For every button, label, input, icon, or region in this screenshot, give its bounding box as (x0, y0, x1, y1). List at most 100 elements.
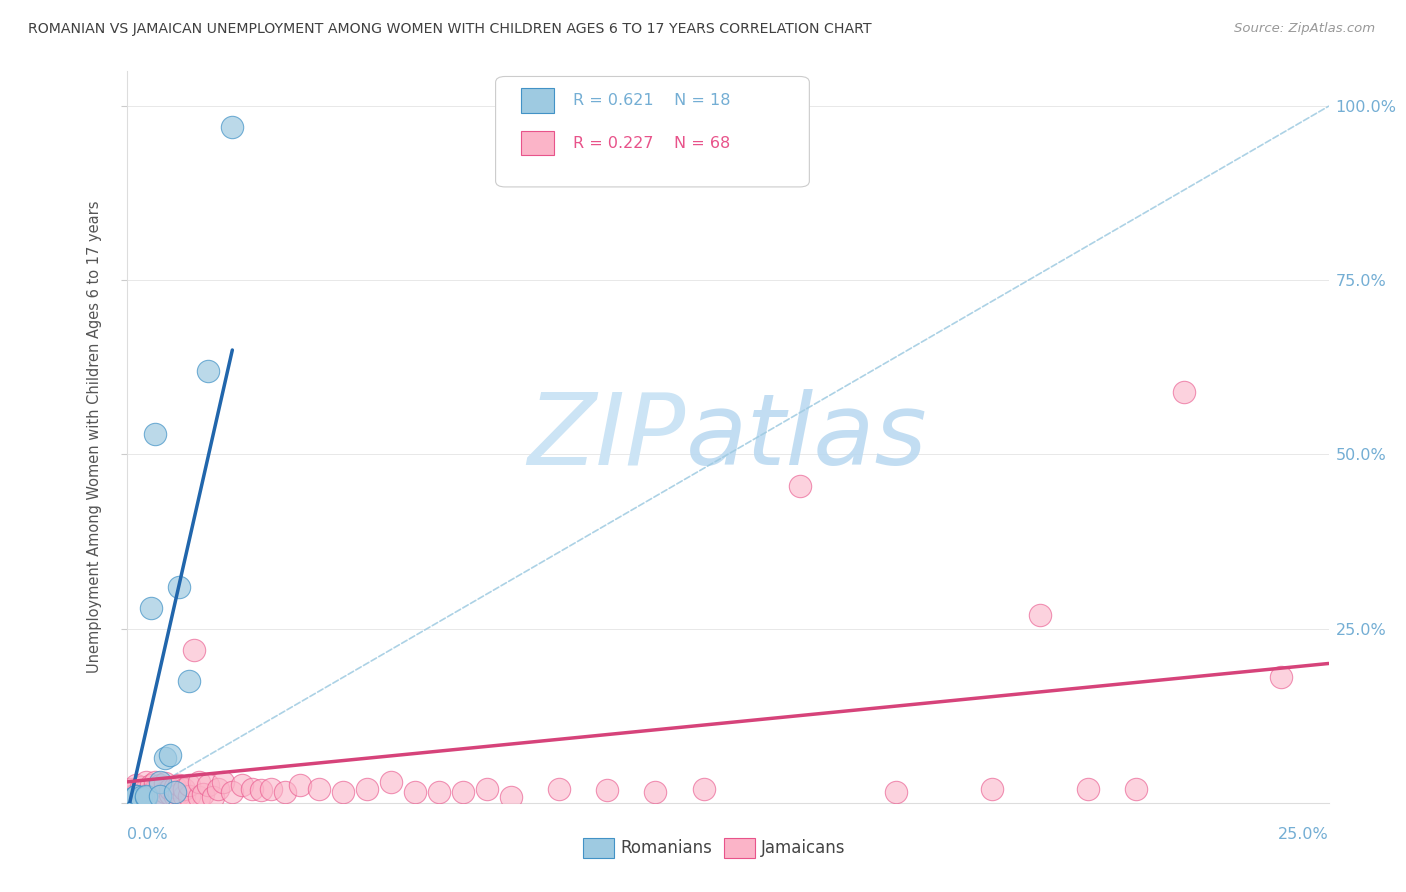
Point (193, 788, 215, 802)
Point (1077, 781, 1099, 796)
Point (145, 783, 167, 797)
Point (1270, 670, 1292, 684)
Point (169, 580, 191, 594)
Point (308, 781, 330, 796)
Point (884, 785, 907, 799)
Point (135, 775, 157, 789)
Point (197, 364, 219, 378)
Text: Source: ZipAtlas.com: Source: ZipAtlas.com (1234, 22, 1375, 36)
Point (125, 788, 148, 802)
Point (260, 781, 283, 796)
Point (149, 778, 172, 792)
Point (129, 790, 152, 805)
Point (177, 789, 200, 803)
Point (177, 673, 200, 688)
Point (169, 778, 191, 792)
Point (240, 781, 263, 796)
Point (145, 789, 167, 803)
Point (981, 781, 1004, 796)
Text: R = 0.227    N = 68: R = 0.227 N = 68 (572, 136, 730, 151)
Point (789, 479, 811, 493)
Point (125, 789, 148, 803)
Point (221, 120, 243, 134)
Point (197, 778, 219, 792)
Text: 0.0%: 0.0% (127, 827, 167, 841)
Point (139, 778, 162, 792)
Point (145, 426, 167, 441)
Point (153, 790, 176, 805)
Point (250, 783, 273, 797)
Point (159, 788, 181, 802)
Text: ZIP: ZIP (527, 389, 686, 485)
Point (644, 785, 666, 799)
Text: ROMANIAN VS JAMAICAN UNEMPLOYMENT AMONG WOMEN WITH CHILDREN AGES 6 TO 17 YEARS C: ROMANIAN VS JAMAICAN UNEMPLOYMENT AMONG … (28, 22, 872, 37)
Point (231, 778, 253, 792)
Point (129, 780, 152, 795)
Text: atlas: atlas (686, 389, 927, 485)
FancyBboxPatch shape (520, 130, 554, 155)
Point (145, 775, 167, 789)
Point (139, 785, 162, 799)
Point (332, 785, 354, 799)
Point (153, 785, 176, 799)
Point (139, 790, 162, 805)
Point (274, 785, 297, 799)
Point (129, 785, 152, 799)
Point (177, 778, 200, 792)
Point (187, 775, 209, 789)
Point (120, 781, 142, 796)
Point (135, 789, 157, 803)
Point (1173, 384, 1195, 399)
FancyBboxPatch shape (520, 88, 554, 113)
Point (149, 789, 172, 803)
Point (173, 789, 195, 803)
Point (125, 778, 148, 792)
Point (211, 775, 233, 789)
Point (207, 781, 229, 796)
Point (159, 781, 181, 796)
Point (404, 785, 426, 799)
Point (202, 790, 225, 805)
Point (120, 789, 142, 803)
Point (380, 775, 402, 789)
Text: Romanians: Romanians (620, 839, 711, 857)
Point (548, 781, 571, 796)
Point (125, 792, 148, 806)
Point (221, 785, 243, 799)
Point (427, 785, 450, 799)
Point (596, 783, 619, 797)
Point (501, 790, 523, 805)
FancyBboxPatch shape (495, 77, 810, 187)
Point (163, 789, 186, 803)
Point (125, 789, 148, 803)
Point (129, 792, 152, 806)
Point (475, 781, 498, 796)
Y-axis label: Unemployment Among Women with Children Ages 6 to 17 years: Unemployment Among Women with Children A… (87, 201, 103, 673)
Text: R = 0.621    N = 18: R = 0.621 N = 18 (572, 93, 730, 108)
Point (451, 785, 474, 799)
Point (149, 789, 172, 803)
Point (135, 790, 157, 805)
Point (187, 790, 209, 805)
Point (356, 781, 378, 796)
Point (139, 600, 162, 615)
Point (1125, 781, 1147, 796)
Point (129, 790, 152, 805)
Point (183, 642, 205, 657)
Point (163, 780, 186, 795)
Point (692, 781, 714, 796)
Point (1029, 607, 1052, 622)
Text: Jamaicans: Jamaicans (761, 839, 845, 857)
Point (169, 788, 191, 802)
Point (120, 792, 142, 806)
Point (153, 776, 176, 790)
Point (153, 750, 176, 764)
Point (159, 748, 181, 763)
Point (149, 775, 172, 789)
Point (135, 789, 157, 803)
Point (288, 778, 311, 792)
Text: 25.0%: 25.0% (1278, 827, 1329, 841)
Point (135, 783, 157, 797)
Point (163, 785, 186, 799)
Point (173, 781, 195, 796)
